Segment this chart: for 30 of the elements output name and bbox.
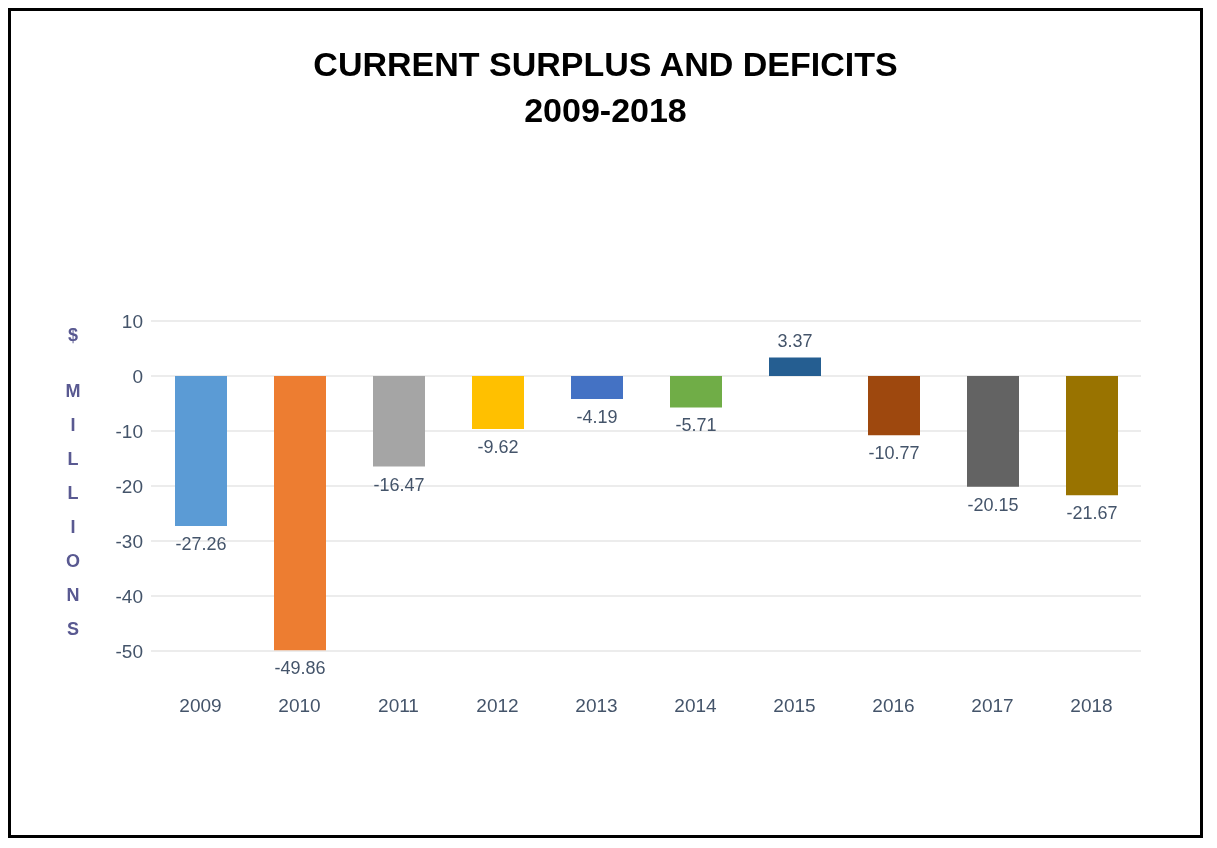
x-tick-label: 2018 (1070, 695, 1113, 717)
data-label: -9.62 (477, 436, 519, 457)
data-label: -21.67 (1066, 503, 1118, 524)
data-label: -20.15 (967, 494, 1019, 515)
y-tick-label: -50 (115, 640, 143, 662)
data-label: -10.77 (868, 443, 920, 464)
x-tick-label: 2016 (872, 695, 915, 717)
x-tick-label: 2013 (575, 695, 618, 717)
data-label: 3.37 (777, 331, 813, 352)
y-tick-label: 10 (121, 310, 143, 332)
data-label: -16.47 (373, 474, 425, 495)
chart-title: CURRENT SURPLUS AND DEFICITS (312, 44, 899, 85)
x-tick-label: 2014 (674, 695, 718, 717)
y-tick-label: 0 (132, 365, 143, 387)
data-label: -5.71 (675, 415, 717, 436)
x-tick-label: 2012 (476, 695, 519, 717)
x-tick-label: 2011 (378, 695, 419, 717)
chart-subtitle: 2009-2018 (523, 90, 688, 131)
data-label: -27.26 (175, 533, 227, 554)
y-tick-label: -10 (115, 420, 143, 442)
x-tick-label: 2015 (773, 695, 816, 717)
y-tick-label: -40 (115, 585, 143, 607)
x-tick-label: 2010 (278, 695, 321, 717)
text: $ MILLIONS (65, 325, 81, 639)
x-tick-label: 2009 (179, 695, 222, 717)
y-tick-label: -30 (115, 530, 143, 552)
x-tick-label: 2017 (971, 695, 1014, 717)
data-label: -4.19 (576, 407, 618, 428)
data-label: -49.86 (274, 658, 326, 679)
y-tick-label: -20 (115, 475, 143, 497)
